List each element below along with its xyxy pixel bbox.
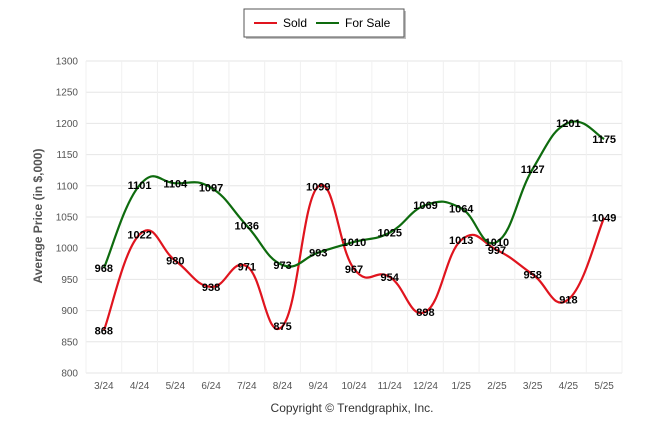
data-label-for-sale: 993	[309, 248, 327, 260]
data-label-for-sale: 1127	[521, 164, 545, 176]
y-tick-label: 900	[61, 306, 78, 317]
x-tick-label: 5/25	[594, 381, 614, 392]
y-tick-label: 1150	[56, 150, 78, 161]
legend-label-for-sale: For Sale	[345, 16, 391, 30]
y-tick-label: 1100	[56, 181, 78, 192]
y-tick-label: 950	[61, 275, 78, 286]
data-label-for-sale: 1010	[485, 237, 509, 249]
y-tick-label: 1000	[56, 244, 79, 255]
y-tick-label: 850	[61, 337, 78, 348]
data-label-sold: 954	[381, 272, 400, 284]
x-tick-label: 3/25	[523, 381, 543, 392]
series-line-sold	[102, 183, 606, 331]
data-label-sold: 918	[559, 294, 577, 306]
y-tick-label: 800	[61, 369, 78, 380]
data-label-sold: 1022	[127, 229, 151, 241]
x-tick-label: 3/24	[94, 381, 114, 392]
y-tick-label: 1050	[56, 213, 79, 224]
data-label-sold: 958	[523, 269, 541, 281]
y-tick-label: 1200	[56, 119, 79, 130]
x-tick-label: 11/24	[378, 381, 403, 392]
data-label-for-sale: 1097	[199, 183, 223, 195]
data-label-sold: 1099	[306, 181, 330, 193]
data-label-sold: 967	[345, 264, 363, 276]
data-label-for-sale: 1025	[377, 228, 401, 240]
data-label-for-sale: 968	[95, 263, 113, 275]
data-label-for-sale: 1101	[128, 180, 152, 192]
data-label-sold: 997	[488, 245, 506, 257]
data-label-sold: 1049	[592, 213, 616, 225]
data-label-sold: 875	[273, 321, 291, 333]
x-tick-label: 2/25	[487, 381, 507, 392]
x-tick-label: 1/25	[451, 381, 471, 392]
copyright-text: Copyright © Trendgraphix, Inc.	[271, 401, 434, 415]
y-axis-label: Average Price (in $,000)	[31, 149, 45, 284]
x-tick-label: 10/24	[341, 381, 366, 392]
x-tick-label: 4/24	[130, 381, 150, 392]
x-tick-label: 5/24	[166, 381, 186, 392]
x-tick-label: 6/24	[201, 381, 221, 392]
y-tick-label: 1250	[56, 88, 79, 99]
data-label-sold: 971	[238, 261, 256, 273]
data-label-sold: 980	[166, 256, 184, 268]
data-label-sold: 938	[202, 282, 220, 294]
legend: Sold For Sale	[243, 8, 406, 39]
x-tick-label: 4/25	[559, 381, 579, 392]
data-label-for-sale: 973	[273, 260, 291, 272]
data-label-sold: 868	[95, 326, 113, 338]
data-label-for-sale: 1175	[592, 134, 616, 146]
data-label-sold: 1013	[449, 235, 473, 247]
x-tick-label: 8/24	[273, 381, 293, 392]
data-label-sold: 898	[416, 307, 434, 319]
data-label-for-sale: 1036	[235, 221, 259, 233]
x-tick-label: 12/24	[413, 381, 438, 392]
series-line-for-sale	[102, 120, 605, 269]
data-label-for-sale: 1064	[449, 203, 474, 215]
x-tick-label: 9/24	[309, 381, 329, 392]
data-label-for-sale: 1069	[413, 200, 437, 212]
data-label-for-sale: 1201	[556, 118, 580, 130]
legend-label-sold: Sold	[283, 16, 307, 30]
y-tick-label: 1300	[56, 57, 79, 68]
data-label-for-sale: 1104	[163, 178, 188, 190]
x-tick-label: 7/24	[237, 381, 257, 392]
data-label-for-sale: 1010	[342, 237, 366, 249]
